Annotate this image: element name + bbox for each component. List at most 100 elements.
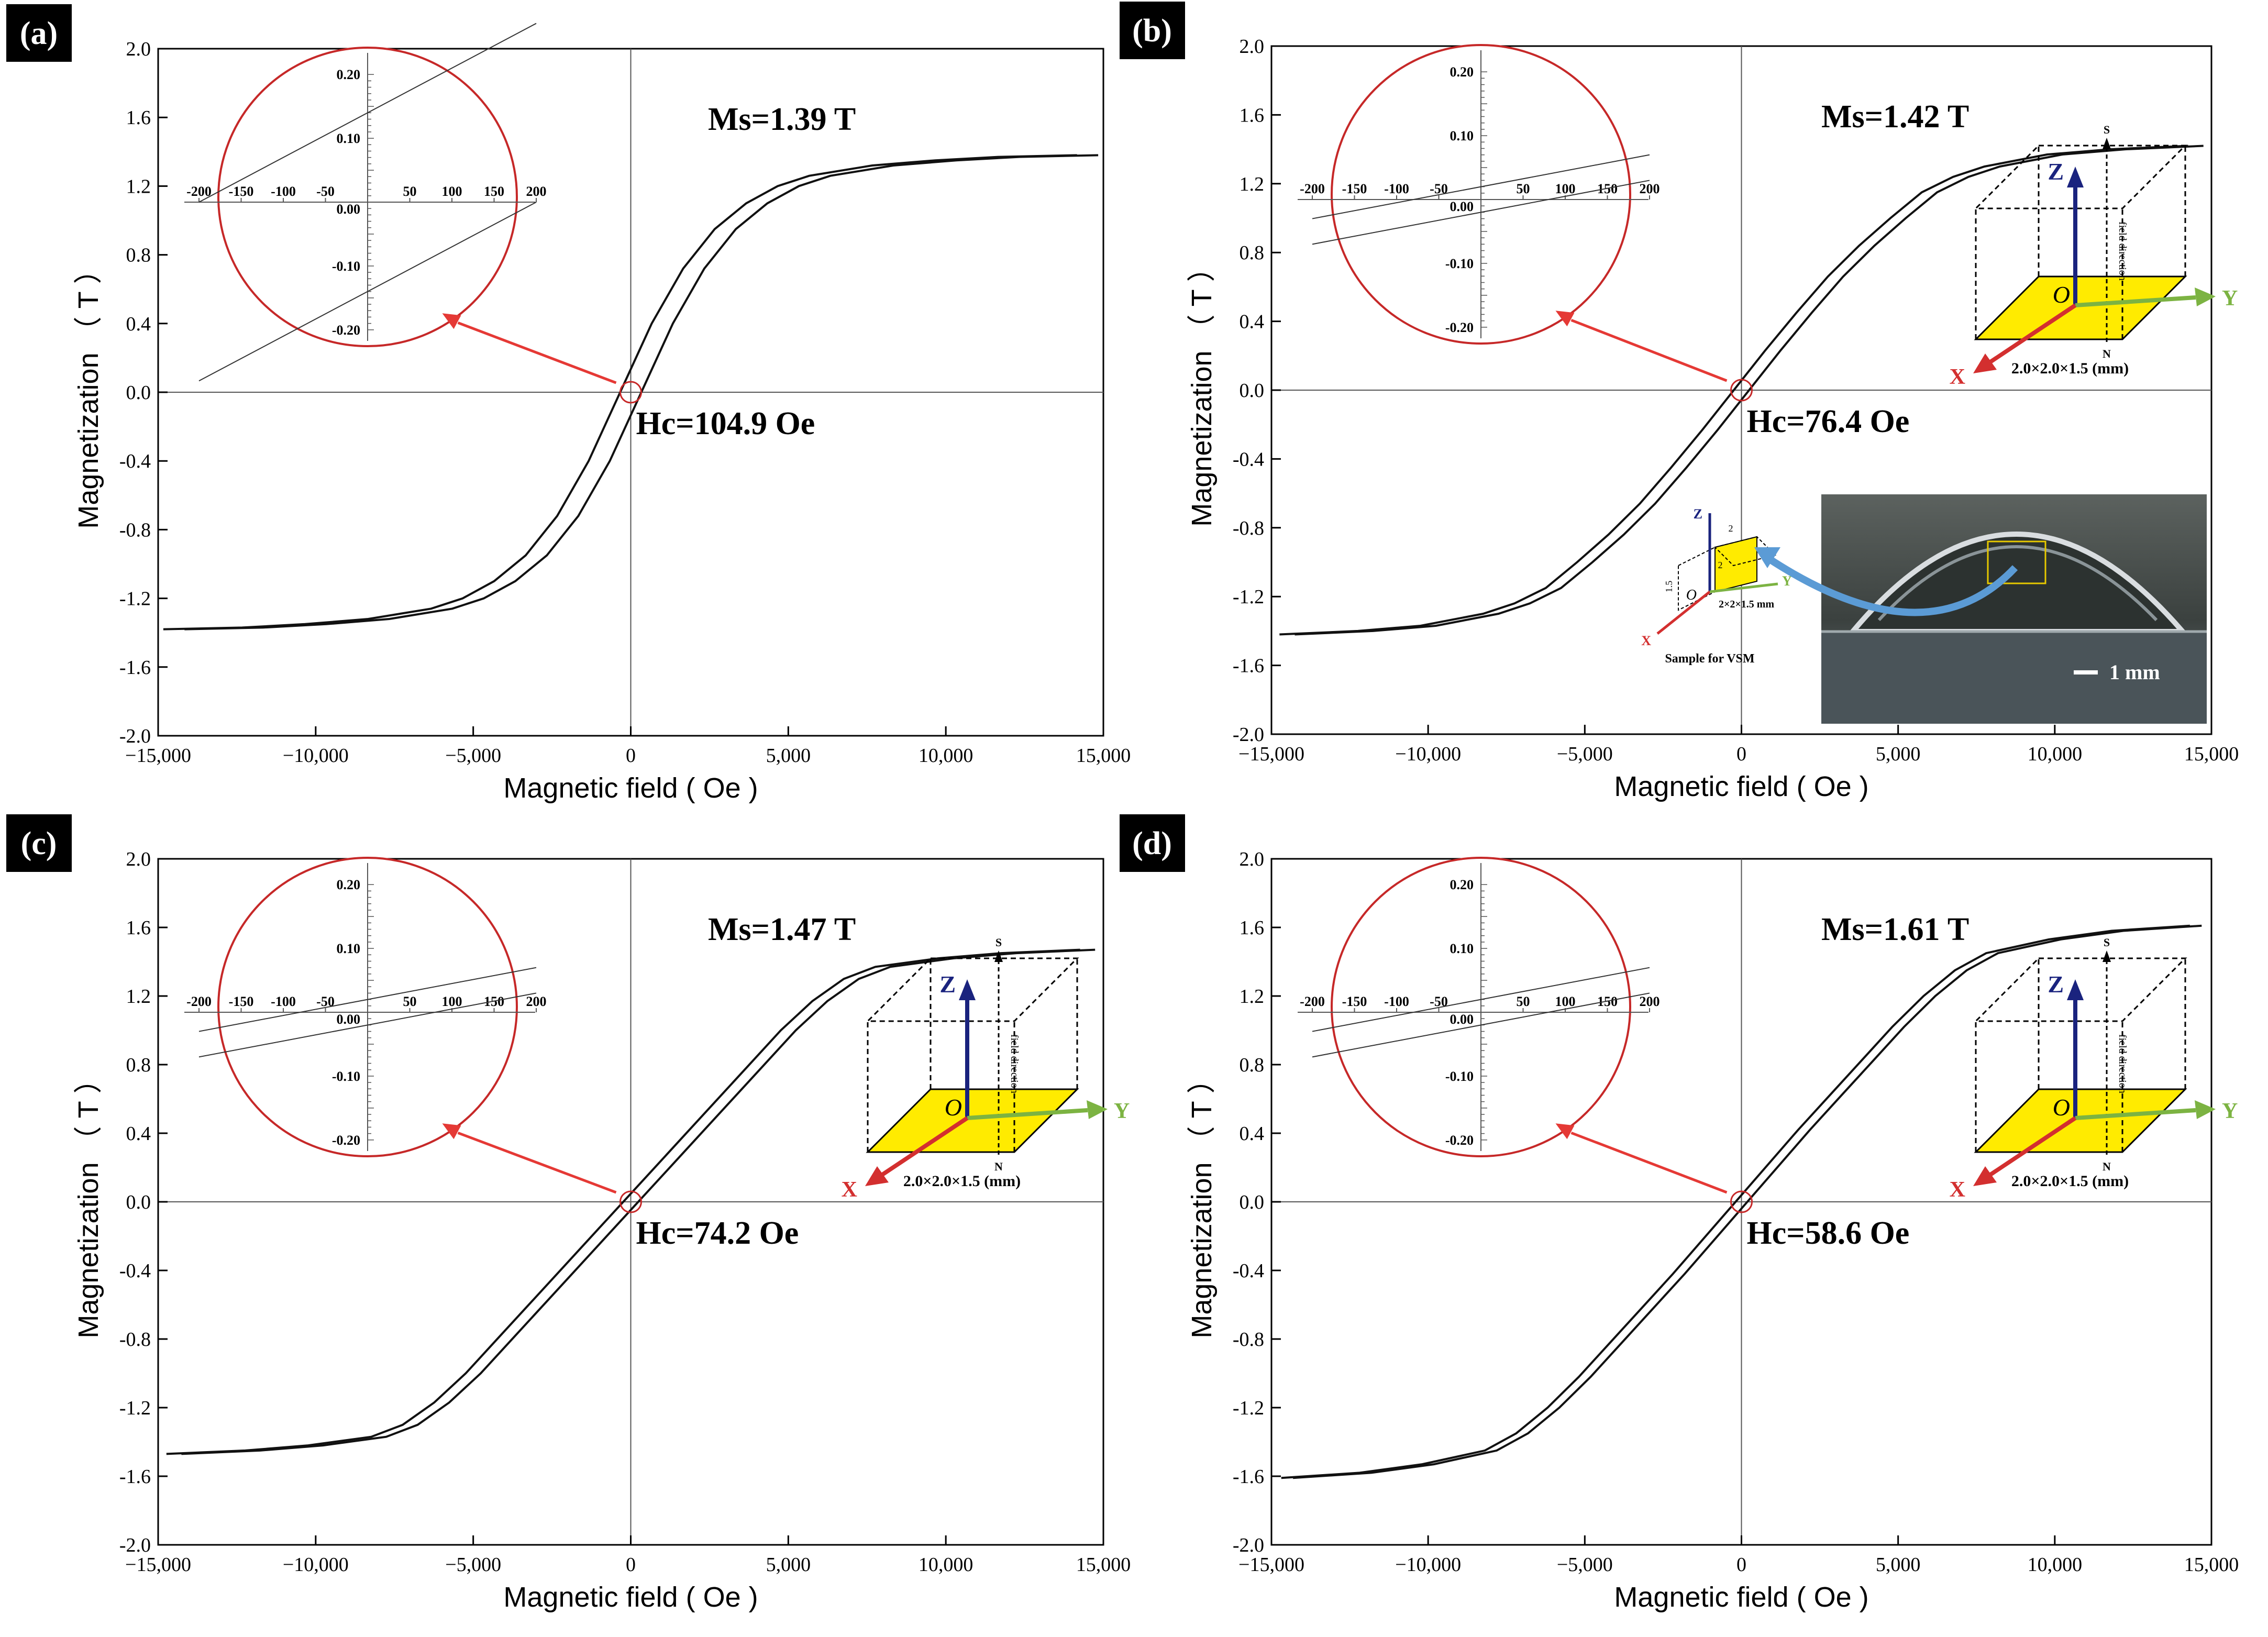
inset-branch-1 [1312, 154, 1650, 219]
inset-x-tick-label: -50 [316, 184, 335, 199]
y-tick-label: 0.4 [1240, 311, 1265, 333]
sample-box [1987, 540, 2046, 584]
x-axis-title: Magnetic field ( Oe ) [503, 1581, 758, 1613]
y-tick-label: 0.0 [126, 1191, 151, 1213]
inset-x-tick-label: 200 [526, 994, 547, 1009]
x-tick-label: 5,000 [766, 1554, 811, 1576]
inset-branch-2 [1312, 992, 1650, 1058]
y-tick-label: 0.4 [126, 1123, 151, 1145]
field-direction-label: field direction [2117, 1034, 2128, 1093]
y-axis-line [2075, 295, 2196, 307]
z-axis-label: Z [2048, 971, 2064, 998]
ms-annotation: Ms=1.61 T [1821, 912, 1969, 947]
panel-label-box [6, 4, 72, 62]
z-axis-label: Z [2048, 158, 2064, 185]
y-tick-label: 0.0 [126, 382, 151, 404]
inset-x-tick-label: 100 [442, 184, 462, 199]
origin-label: O [2053, 281, 2070, 308]
y-tick-label: -0.8 [119, 519, 151, 541]
small-dim-15: 1.5 [1664, 581, 1674, 593]
field-n-label: N [2103, 1160, 2111, 1173]
inset-x-tick-label: 200 [526, 184, 547, 199]
x-tick-label: −5,000 [1557, 1554, 1613, 1576]
y-tick-label: 2.0 [1240, 848, 1265, 870]
x-axis-title: Magnetic field ( Oe ) [503, 772, 758, 804]
inset-x-tick-label: 100 [1555, 181, 1576, 196]
inset-x-tick-label: 100 [442, 994, 462, 1009]
inset-x-tick-label: -50 [316, 994, 335, 1009]
x-tick-label: 5,000 [1876, 743, 1921, 765]
x-tick-label: 0 [626, 745, 636, 767]
cube-top-face [1974, 145, 2187, 209]
origin-circle [1730, 379, 1753, 402]
inset-branch-1 [198, 23, 537, 203]
y-tick-label: -1.2 [1233, 586, 1264, 608]
inset-y-tick-label: 0.00 [337, 1012, 361, 1027]
cube-bottom-face [1974, 275, 2187, 340]
field-n-label: N [994, 1160, 1003, 1173]
inset-y-tick-label: 0.10 [1450, 941, 1474, 956]
y-tick-label: 1.2 [126, 175, 151, 197]
x-tick-label: 10,000 [2028, 1554, 2083, 1576]
x-tick-label: −5,000 [445, 745, 501, 767]
y-tick-label: -0.8 [1233, 1329, 1264, 1351]
panel-a: -2.0 -1.6 -1.2 -0.8 -0.4 0.0 0.4 0.8 1.2 1.6 2.0 −1… [6, 4, 1131, 804]
y-tick-label: 0.0 [1240, 380, 1265, 402]
y-tick-label: -0.4 [119, 1260, 151, 1282]
y-tick-label: -2.0 [119, 1534, 151, 1556]
y-tick-label: 0.4 [1240, 1123, 1265, 1145]
inset-branch-1 [198, 967, 537, 1032]
x-tick-label: 0 [1736, 743, 1746, 765]
y-tick-label: -0.4 [119, 450, 151, 472]
hysteresis-branch-ascending [181, 948, 1096, 1455]
y-tick-label: 1.2 [1240, 173, 1265, 195]
x-axis-arrowhead [1973, 1166, 1997, 1186]
z-axis-arrowhead [959, 979, 976, 1000]
inset-y-tick-label: -0.10 [332, 1069, 360, 1084]
inset-x-tick-label: -50 [1430, 994, 1448, 1009]
cube-bottom-face [866, 1088, 1079, 1153]
inset-x-tick-label: -100 [271, 994, 296, 1009]
x-tick-label: 15,000 [2184, 743, 2239, 765]
inset-x-tick-label: -200 [186, 994, 212, 1009]
y-axis-title: Magnetization （ T ） [73, 1065, 104, 1338]
small-dims-label: 2×2×1.5 mm [1719, 599, 1774, 610]
y-tick-label: 1.2 [126, 986, 151, 1008]
x-axis-label: X [1950, 1178, 1965, 1202]
origin-label: O [945, 1094, 962, 1121]
inset-x-tick-label: 50 [403, 994, 417, 1009]
cube-top-face [866, 957, 1079, 1022]
x-axis-title: Magnetic field ( Oe ) [1614, 1581, 1868, 1613]
zoom-arrowhead [442, 1123, 461, 1140]
inset-x-tick-label: -150 [229, 184, 254, 199]
panel-label-box [1120, 2, 1185, 59]
field-s-label: S [2104, 936, 2110, 949]
y-tick-label: 2.0 [126, 38, 151, 60]
zoom-arrow-line [457, 321, 617, 384]
x-axis-line [1987, 1116, 2077, 1178]
sample-arrow [1765, 555, 2018, 616]
x-tick-label: 15,000 [2184, 1554, 2239, 1576]
inset-y-tick-label: 0.10 [1450, 128, 1474, 143]
inset-y-tick-label: 0.20 [337, 67, 361, 82]
y-axis-title: Magnetization （ T ） [1186, 253, 1218, 526]
hc-annotation: Hc=58.6 Oe [1747, 1215, 1910, 1251]
zoom-arrow-line [1570, 318, 1728, 382]
zoom-arrowhead [1555, 311, 1575, 327]
inset-y-tick-label: 0.20 [1450, 877, 1474, 892]
y-tick-label: -1.6 [1233, 655, 1264, 677]
origin-label: O [2053, 1094, 2070, 1121]
ms-annotation: Ms=1.42 T [1821, 99, 1969, 135]
field-direction-arrowhead [2103, 950, 2111, 962]
y-tick-label: -2.0 [1233, 724, 1264, 746]
hc-annotation: Hc=74.2 Oe [636, 1215, 799, 1251]
x-tick-label: 5,000 [1876, 1554, 1921, 1576]
inset-x-tick-label: 100 [1555, 994, 1576, 1009]
inset-x-tick-label: -150 [1342, 181, 1367, 196]
inset-x-tick-label: -100 [1384, 181, 1409, 196]
inset-branch-1 [1312, 967, 1650, 1032]
inset-x-tick-label: -50 [1430, 181, 1448, 196]
origin-circle [619, 381, 642, 404]
inset-y-tick-label: -0.10 [332, 259, 360, 274]
